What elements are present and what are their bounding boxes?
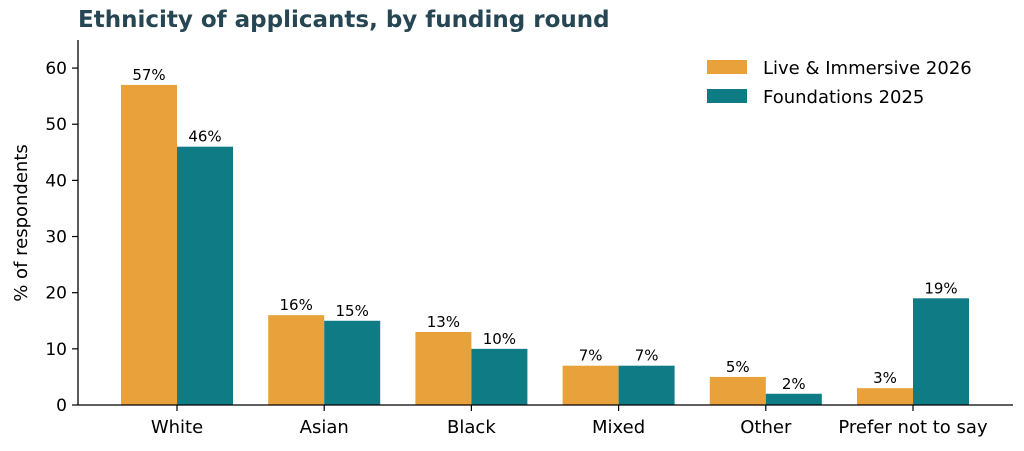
- y-tick-label: 50: [45, 115, 67, 135]
- data-label: 2%: [782, 375, 806, 393]
- data-label: 3%: [873, 369, 897, 387]
- x-tick-label: Black: [447, 417, 496, 438]
- bar-asian-series-2: [324, 320, 381, 405]
- axes-layer: 0 10 20 30 40 50 60 White Asian Black Mixed Other Pr…: [45, 40, 1013, 438]
- x-tick-label: Prefer not to say: [838, 417, 988, 438]
- data-label: 13%: [427, 313, 460, 331]
- x-tick-label: White: [151, 417, 203, 438]
- data-label: 7%: [579, 347, 603, 365]
- bar-prefer-not-to-say-series-1: [857, 388, 913, 405]
- y-tick-label: 30: [45, 228, 67, 248]
- data-label: 7%: [635, 347, 659, 365]
- bar-black-series-1: [415, 332, 472, 405]
- data-label: 10%: [483, 330, 516, 348]
- data-label: 57%: [132, 66, 165, 84]
- legend-label: Live & Immersive 2026: [763, 58, 972, 79]
- value-labels-layer: 57% 16% 13% 7% 5% 3% 46% 15% 10% 7% 2% 19%: [132, 66, 957, 393]
- bar-asian-series-1: [268, 315, 325, 405]
- data-label: 19%: [924, 279, 957, 297]
- x-tick-label: Mixed: [592, 417, 645, 438]
- y-tick-label: 60: [45, 59, 67, 79]
- bar-other-series-2: [765, 393, 822, 405]
- bar-white-series-1: [121, 84, 177, 405]
- y-tick-label: 20: [45, 284, 67, 304]
- legend: Live & Immersive 2026 Foundations 2025: [707, 58, 972, 108]
- bar-other-series-1: [709, 376, 766, 405]
- y-axis-label: % of respondents: [11, 144, 32, 302]
- y-tick-label: 10: [45, 340, 67, 360]
- y-tick-label: 40: [45, 171, 67, 191]
- bar-prefer-not-to-say-series-2: [913, 298, 969, 405]
- chart-title: Ethnicity of applicants, by funding roun…: [78, 7, 610, 33]
- bar-mixed-series-1: [562, 365, 619, 405]
- data-label: 16%: [280, 296, 313, 314]
- y-tick-label: 0: [56, 396, 67, 416]
- x-tick-label: Asian: [300, 417, 349, 438]
- legend-swatch: [707, 89, 747, 103]
- bar-black-series-2: [471, 348, 528, 405]
- data-label: 46%: [188, 128, 221, 146]
- x-tick-label: Other: [740, 417, 792, 438]
- bar-mixed-series-2: [618, 365, 675, 405]
- data-label: 5%: [726, 358, 750, 376]
- data-label: 15%: [336, 302, 369, 320]
- bar-white-series-2: [177, 146, 233, 405]
- legend-label: Foundations 2025: [763, 87, 924, 108]
- legend-swatch: [707, 60, 747, 74]
- bars-layer: [121, 84, 969, 405]
